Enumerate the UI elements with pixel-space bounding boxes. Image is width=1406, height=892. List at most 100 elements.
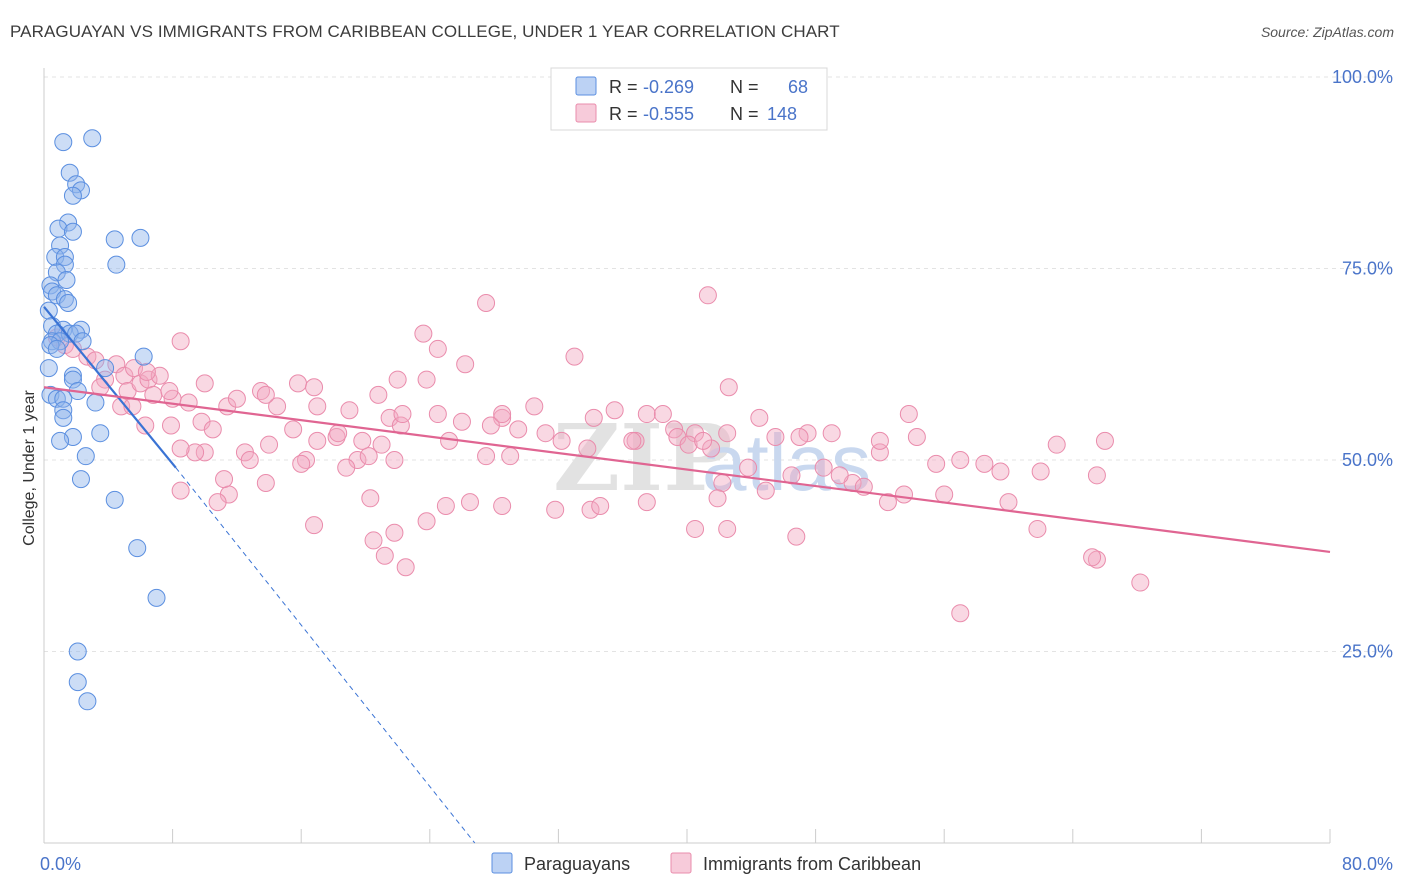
trend-line-caribbean (43, 386, 1331, 554)
point-caribbean (477, 293, 496, 312)
point-paraguayans (46, 248, 65, 267)
point-paraguayans (47, 389, 66, 408)
point-paraguayans (73, 332, 92, 351)
point-caribbean (1083, 548, 1102, 567)
point-caribbean (756, 481, 775, 500)
legend-swatch-caribbean (575, 103, 597, 123)
point-paraguayans (41, 276, 60, 295)
point-caribbean (895, 485, 914, 504)
point-paraguayans (47, 339, 66, 358)
point-caribbean (951, 451, 970, 469)
point-paraguayans (63, 222, 82, 241)
point-caribbean (991, 462, 1010, 481)
point-paraguayans (57, 270, 76, 289)
point-caribbean (766, 428, 785, 447)
point-caribbean (161, 416, 180, 435)
point-caribbean (308, 431, 327, 450)
point-caribbean (1087, 466, 1106, 485)
point-caribbean (552, 431, 571, 450)
point-caribbean (428, 405, 447, 424)
legend-n-value-1: 148 (767, 104, 797, 124)
point-paraguayans (39, 301, 58, 320)
point-caribbean (195, 443, 214, 462)
point-caribbean (605, 401, 624, 420)
point-caribbean (385, 451, 404, 469)
x-tick-label-min: 0.0% (40, 854, 81, 874)
legend-r-value-1: -0.555 (643, 104, 694, 124)
legend-box (550, 67, 828, 131)
legend-r-value-0: -0.269 (643, 77, 694, 97)
point-paraguayans (67, 175, 86, 194)
point-caribbean (708, 489, 727, 508)
point-paraguayans (60, 163, 79, 182)
point-caribbean (186, 443, 205, 462)
point-caribbean (340, 401, 359, 420)
point-caribbean (203, 420, 222, 439)
point-caribbean (396, 558, 415, 577)
y-tick-label: 50.0% (1342, 450, 1393, 470)
point-caribbean (1095, 431, 1114, 450)
point-caribbean (1131, 573, 1150, 592)
point-caribbean (653, 405, 672, 424)
point-paraguayans (105, 230, 124, 249)
point-caribbean (1087, 550, 1106, 569)
point-caribbean (565, 347, 584, 366)
point-caribbean (719, 378, 738, 397)
y-tick-label: 75.0% (1342, 259, 1393, 279)
point-caribbean (822, 424, 841, 443)
axes: 0.0% 80.0% (40, 68, 1393, 874)
bottom-legend-swatch-caribbean (670, 852, 692, 874)
point-caribbean (359, 447, 378, 466)
point-caribbean (414, 324, 433, 343)
legend-r-label-0: R = (609, 77, 638, 97)
y-axis-label: College, Under 1 year (21, 390, 38, 546)
point-caribbean (388, 370, 407, 389)
point-caribbean (215, 470, 234, 489)
trend-line-extension-paraguayans (175, 467, 476, 844)
point-paraguayans (91, 424, 110, 443)
trend-lines (43, 306, 1331, 844)
point-paraguayans (54, 401, 73, 420)
point-caribbean (305, 516, 324, 535)
point-paraguayans (107, 255, 126, 274)
point-caribbean (452, 412, 471, 431)
watermark-atlas: atlas (702, 418, 871, 507)
point-caribbean (256, 385, 275, 404)
point-caribbean (830, 466, 849, 485)
point-paraguayans (47, 263, 66, 282)
bottom-legend-label-caribbean: Immigrants from Caribbean (703, 854, 921, 874)
point-paraguayans (54, 408, 73, 427)
legend-n-value-0: 68 (788, 77, 808, 97)
point-caribbean (456, 355, 475, 374)
point-paraguayans (63, 370, 82, 389)
point-caribbean (951, 604, 970, 623)
point-caribbean (460, 493, 479, 512)
point-paraguayans (59, 213, 78, 232)
point-paraguayans (96, 359, 115, 378)
point-caribbean (393, 405, 412, 424)
point-caribbean (337, 458, 356, 477)
point-caribbean (136, 416, 155, 435)
point-paraguayans (83, 129, 102, 148)
point-paraguayans (78, 692, 97, 711)
point-caribbean (698, 286, 717, 305)
point-caribbean (713, 473, 732, 492)
point-caribbean (292, 454, 311, 473)
point-caribbean (308, 397, 327, 416)
point-paraguayans (134, 347, 153, 366)
grid: 100.0% 75.0% 50.0% 25.0% (44, 67, 1393, 662)
point-caribbean (372, 435, 391, 454)
point-caribbean (375, 546, 394, 565)
point-caribbean (536, 424, 555, 443)
point-caribbean (417, 512, 436, 531)
point-caribbean (369, 385, 388, 404)
point-paraguayans (68, 673, 87, 692)
point-caribbean (137, 362, 156, 381)
point-paraguayans (59, 293, 78, 312)
point-paraguayans (54, 133, 73, 152)
point-caribbean (790, 428, 809, 447)
chart-title: PARAGUAYAN VS IMMIGRANTS FROM CARIBBEAN … (10, 22, 840, 41)
point-caribbean (385, 523, 404, 542)
point-caribbean (493, 405, 512, 424)
